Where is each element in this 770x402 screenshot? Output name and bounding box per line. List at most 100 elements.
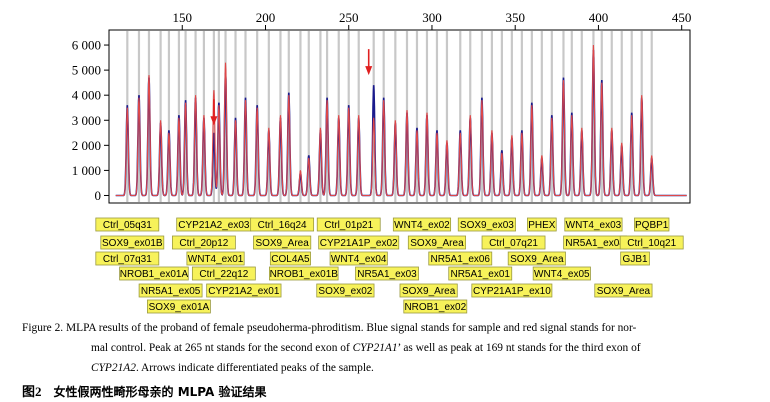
probe-label-text: NROB1_ex01B <box>270 269 339 280</box>
y-tick-label: 1 000 <box>72 163 101 178</box>
probe-label-text: SOX9_Area <box>510 254 564 265</box>
probe-label: SOX9_Area <box>507 251 566 266</box>
probe-label: WNT4_ex05 <box>532 266 591 281</box>
probe-label: Ctrl_05q31 <box>95 217 160 232</box>
probe-label: NR5A1_ex04 <box>563 235 628 250</box>
probe-labels: Ctrl_05q31 CYP21A2_ex03 Ctrl_16q24 Ctrl_01p… <box>95 217 684 314</box>
probe-label-text: NR5A1_ex01 <box>450 269 510 280</box>
probe-label-text: Ctrl_01p21 <box>324 220 373 231</box>
probe-label: CYP21A1P_ex02 <box>318 235 400 250</box>
probe-label: CYP21A2_ex03 <box>176 217 252 232</box>
probe-label-text: Ctrl_10q21 <box>627 238 676 249</box>
probe-label-text: SOX9_Area <box>402 286 456 297</box>
probe-label: SOX9_Area <box>253 235 312 250</box>
probe-label-text: WNT4_ex01 <box>188 254 244 265</box>
caption-line-1: Figure 2. MLPA results of the proband of… <box>22 322 637 334</box>
probe-label: WNT4_ex03 <box>564 217 623 232</box>
probe-label-text: CYP21A2_ex01 <box>208 286 280 297</box>
probe-label: NROB1_ex01A <box>119 266 189 281</box>
caption-line-2: mal control. Peak at 265 nt stands for t… <box>22 338 762 358</box>
y-tick-label: 2 000 <box>72 138 101 153</box>
probe-label: Ctrl_20p12 <box>171 235 236 250</box>
probe-label: GJB1 <box>620 251 650 266</box>
y-tick-label: 3 000 <box>72 113 101 128</box>
probe-label-text: Ctrl_16q24 <box>258 220 307 231</box>
probe-label-text: WNT4_ex05 <box>534 269 590 280</box>
probe-label: NR5A1_ex05 <box>138 283 203 298</box>
probe-label-text: Ctrl_22q12 <box>199 269 248 280</box>
probe-label-text: WNT4_ex02 <box>394 220 450 231</box>
probe-label: SOX9_Area <box>594 283 653 298</box>
probe-label: Ctrl_16q24 <box>250 217 315 232</box>
probe-label-text: NROB1_ex02 <box>404 302 466 313</box>
probe-label-text: CYP21A1P_ex10 <box>473 286 551 297</box>
probe-label-text: SOX9_ex01A <box>149 302 210 313</box>
figure-caption: Figure 2. MLPA results of the proband of… <box>22 318 762 378</box>
probe-label: Ctrl_22q12 <box>191 266 256 281</box>
x-tick-label: 250 <box>339 10 359 25</box>
probe-label-text: SOX9_Area <box>597 286 651 297</box>
probe-label-text: SOX9_Area <box>255 238 309 249</box>
probe-label-text: COL4A5 <box>271 254 310 265</box>
caption-line-2-text-a: mal control. Peak at 265 nt stands for t… <box>91 342 353 354</box>
y-tick-label: 5 000 <box>72 63 101 78</box>
probe-label: SOX9_Area <box>407 235 467 250</box>
probe-label-text: WNT4_ex04 <box>331 254 387 265</box>
probe-label: Ctrl_07q21 <box>481 235 546 250</box>
probe-label: SOX9_ex01A <box>147 299 211 314</box>
x-tick-label: 400 <box>589 10 609 25</box>
probe-label-text: Ctrl_07q21 <box>489 238 538 249</box>
probe-label-text: NROB1_ex01A <box>120 269 189 280</box>
probe-label: Ctrl_07q31 <box>95 251 160 266</box>
signal-series <box>115 44 687 197</box>
caption-gene-1: CYP21A1 <box>352 342 398 354</box>
difference-arrow <box>365 49 373 76</box>
mlpa-chart: 150 200 250 300 350 400 450 0 1 000 2 000 3 000 4 … <box>72 10 691 314</box>
probe-label-text: SOX9_ex03 <box>460 220 514 231</box>
x-tick-label: 200 <box>256 10 276 25</box>
probe-label: NROB1_ex02 <box>403 299 468 314</box>
probe-label: Ctrl_10q21 <box>619 235 684 250</box>
caption-line-3: CYP21A2. Arrows indicate differentiated … <box>22 358 762 378</box>
probe-label: WNT4_ex02 <box>392 217 452 232</box>
probe-label-text: PHEX <box>528 220 556 231</box>
probe-label-text: NR5A1_ex03 <box>357 269 417 280</box>
plot-frame <box>108 29 691 204</box>
probe-label: Ctrl_01p21 <box>316 217 381 232</box>
probe-label-text: Ctrl_20p12 <box>179 238 228 249</box>
probe-label-text: NR5A1_ex04 <box>565 238 625 249</box>
y-axis-ticks: 0 1 000 2 000 3 000 4 000 5 000 6 000 <box>72 38 109 203</box>
probe-label: PQBP1 <box>634 217 670 232</box>
probe-label: NR5A1_ex03 <box>355 266 419 281</box>
probe-label: CYP21A2_ex01 <box>206 283 282 298</box>
y-tick-label: 0 <box>95 188 102 203</box>
probe-label: SOX9_Area <box>399 283 458 298</box>
probe-label-text: PQBP1 <box>635 220 669 231</box>
chinese-figure-title: 图2 女性假两性畸形母亲的 MLPA 验证结果 <box>22 381 266 400</box>
probe-label: COL4A5 <box>269 251 311 266</box>
y-tick-label: 4 000 <box>72 88 101 103</box>
difference-arrow <box>210 99 218 126</box>
probe-label: WNT4_ex01 <box>186 251 245 266</box>
probe-label-text: WNT4_ex03 <box>566 220 622 231</box>
probe-label: CYP21A1P_ex10 <box>471 283 553 298</box>
probe-label: SOX9_ex01B <box>100 235 165 250</box>
difference-arrows <box>210 49 373 126</box>
y-tick-label: 6 000 <box>72 38 101 53</box>
x-axis-ticks: 150 200 250 300 350 400 450 <box>172 10 691 30</box>
probe-label: NR5A1_ex01 <box>448 266 513 281</box>
probe-label-text: Ctrl_05q31 <box>103 220 152 231</box>
probe-label: NROB1_ex01B <box>269 266 339 281</box>
probe-label-text: GJB1 <box>623 254 648 265</box>
chinese-figure-number: 图2 <box>22 384 42 399</box>
probe-label: PHEX <box>527 217 557 232</box>
control-signal-line <box>115 44 687 197</box>
probe-label-text: SOX9_Area <box>410 238 464 249</box>
probe-label: SOX9_ex03 <box>457 217 516 232</box>
x-tick-label: 150 <box>172 10 192 25</box>
caption-gene-2: CYP21A2 <box>91 362 136 374</box>
probe-label-text: NR5A1_ex06 <box>431 254 491 265</box>
x-tick-label: 450 <box>672 10 692 25</box>
probe-label-text: SOX9_ex01B <box>102 238 163 249</box>
probe-label: NR5A1_ex06 <box>428 251 493 266</box>
